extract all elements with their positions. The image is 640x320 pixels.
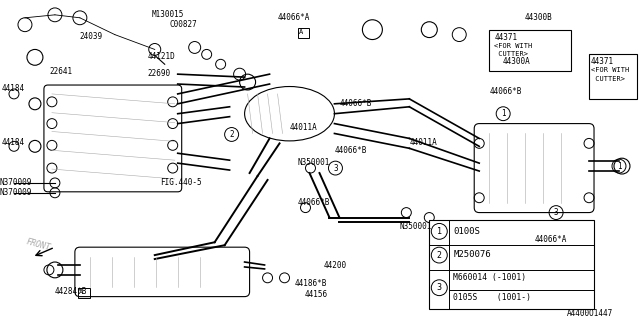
Text: FRONT: FRONT bbox=[25, 238, 51, 253]
Text: CUTTER>: CUTTER> bbox=[494, 52, 528, 57]
Text: 22641: 22641 bbox=[50, 67, 73, 76]
Text: 44371: 44371 bbox=[591, 57, 614, 66]
Text: 44066*B: 44066*B bbox=[335, 146, 367, 155]
Text: A: A bbox=[298, 29, 303, 35]
Text: 1: 1 bbox=[501, 109, 506, 118]
Text: 44066*B: 44066*B bbox=[489, 87, 522, 96]
Text: <FOR WITH: <FOR WITH bbox=[591, 67, 629, 73]
Text: 1: 1 bbox=[436, 227, 442, 236]
Text: 44066*A: 44066*A bbox=[535, 235, 568, 244]
Text: 44156: 44156 bbox=[305, 290, 328, 299]
Text: CUTTER>: CUTTER> bbox=[591, 76, 625, 82]
Text: 44184: 44184 bbox=[2, 84, 25, 93]
Text: 44371: 44371 bbox=[494, 33, 517, 42]
Text: 44200: 44200 bbox=[323, 261, 347, 270]
Text: 44066*B: 44066*B bbox=[298, 198, 330, 207]
Text: M660014 (-1001): M660014 (-1001) bbox=[453, 273, 526, 282]
Text: 44186*B: 44186*B bbox=[294, 279, 327, 288]
Bar bbox=[589, 54, 637, 99]
Text: M250076: M250076 bbox=[453, 250, 491, 259]
Text: M130015: M130015 bbox=[152, 10, 184, 19]
Text: 22690: 22690 bbox=[148, 69, 171, 78]
Text: 0100S: 0100S bbox=[453, 228, 480, 236]
Text: 3: 3 bbox=[436, 283, 442, 292]
Bar bbox=[489, 30, 571, 71]
Text: 44066*B: 44066*B bbox=[339, 99, 372, 108]
Text: N370009: N370009 bbox=[0, 188, 33, 197]
Text: 1: 1 bbox=[617, 162, 621, 171]
Text: 3: 3 bbox=[333, 164, 338, 172]
Text: 2: 2 bbox=[229, 130, 234, 139]
Text: A4400O1447: A4400O1447 bbox=[567, 309, 613, 318]
Bar bbox=[298, 28, 310, 37]
Text: 44011A: 44011A bbox=[289, 123, 317, 132]
Text: 24039: 24039 bbox=[80, 32, 103, 41]
Text: N350001: N350001 bbox=[399, 222, 432, 231]
Text: 44121D: 44121D bbox=[148, 52, 175, 61]
Text: 44184: 44184 bbox=[2, 139, 25, 148]
Text: 44011A: 44011A bbox=[410, 139, 437, 148]
Bar bbox=[429, 220, 594, 309]
Text: 2: 2 bbox=[436, 251, 442, 260]
Bar bbox=[78, 288, 90, 298]
Text: 44300B: 44300B bbox=[524, 13, 552, 22]
Text: 44300A: 44300A bbox=[502, 57, 530, 66]
Text: <FOR WITH: <FOR WITH bbox=[494, 43, 532, 49]
Text: 0105S    (1001-): 0105S (1001-) bbox=[453, 293, 531, 302]
Text: FIG.440-5: FIG.440-5 bbox=[160, 178, 202, 187]
Text: 44066*A: 44066*A bbox=[278, 13, 310, 22]
Text: N350001: N350001 bbox=[298, 158, 330, 167]
Text: N370009: N370009 bbox=[0, 178, 33, 187]
Text: 3: 3 bbox=[554, 208, 558, 217]
Text: C00827: C00827 bbox=[170, 20, 198, 29]
Text: 44284*B: 44284*B bbox=[55, 287, 87, 296]
Text: A: A bbox=[79, 289, 83, 295]
